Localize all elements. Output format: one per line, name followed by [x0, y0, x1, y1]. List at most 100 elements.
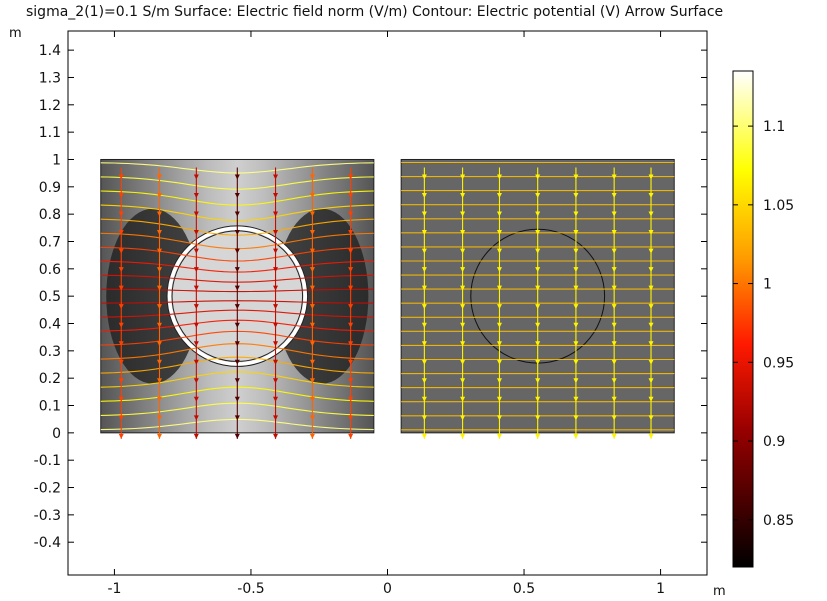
field-arrow-head — [348, 396, 354, 402]
field-arrow-head — [273, 322, 279, 328]
x-tick-label: 0 — [383, 581, 392, 597]
field-arrow-head — [156, 211, 162, 217]
field-arrow-head — [193, 267, 199, 273]
field-arrow-head — [156, 341, 162, 347]
field-arrow-head — [348, 359, 354, 365]
field-arrow-head — [234, 433, 240, 439]
field-arrow-head — [611, 433, 617, 439]
field-arrow-head — [535, 341, 541, 347]
field-arrow-head — [611, 304, 617, 310]
field-arrow-head — [460, 193, 466, 199]
field-arrow-head — [348, 304, 354, 310]
field-arrow-head — [234, 322, 240, 328]
y-tick-label: 0.7 — [39, 234, 61, 250]
field-arrow-head — [460, 341, 466, 347]
field-arrow-head — [193, 378, 199, 384]
field-arrow-head — [193, 322, 199, 328]
field-arrow-head — [421, 322, 427, 328]
field-arrow-head — [460, 285, 466, 291]
field-arrow-head — [118, 174, 124, 180]
field-arrow-head — [309, 211, 315, 217]
y-tick-label: 0.4 — [39, 317, 61, 333]
field-arrow-head — [273, 285, 279, 291]
field-arrow-head — [234, 341, 240, 347]
colorbar-tick-label: 1 — [763, 277, 772, 293]
field-arrow-head — [421, 433, 427, 439]
field-arrow-head — [421, 248, 427, 254]
field-arrow-head — [611, 174, 617, 180]
field-arrow-head — [648, 433, 654, 439]
field-arrow-head — [234, 415, 240, 421]
field-arrow-head — [348, 415, 354, 421]
field-arrow-head — [348, 267, 354, 273]
field-arrow-head — [234, 211, 240, 217]
field-arrow-head — [648, 359, 654, 365]
field-arrow-head — [460, 359, 466, 365]
field-arrow-head — [193, 248, 199, 254]
field-arrow-head — [309, 285, 315, 291]
field-arrow-head — [348, 174, 354, 180]
field-arrow-head — [309, 304, 315, 310]
field-arrow-head — [496, 211, 502, 217]
field-arrow-head — [309, 341, 315, 347]
field-arrow-head — [535, 433, 541, 439]
field-arrow-head — [648, 285, 654, 291]
field-arrow-head — [648, 415, 654, 421]
y-tick-label: 0 — [52, 426, 61, 442]
field-arrow-head — [573, 230, 579, 236]
field-arrow-head — [118, 378, 124, 384]
x-tick-label: -0.5 — [237, 581, 264, 597]
field-arrow-head — [309, 415, 315, 421]
field-arrow-head — [496, 267, 502, 273]
field-arrow-head — [193, 396, 199, 402]
field-arrow-head — [421, 359, 427, 365]
field-arrow-head — [421, 211, 427, 217]
field-arrow-head — [573, 193, 579, 199]
y-tick-label: -0.4 — [34, 535, 61, 551]
y-tick-label: 0.9 — [39, 180, 61, 196]
field-arrow-head — [535, 415, 541, 421]
field-arrow-head — [309, 322, 315, 328]
field-arrow-head — [309, 359, 315, 365]
x-tick-label: -1 — [107, 581, 121, 597]
field-arrow-head — [573, 415, 579, 421]
y-tick-label: 0.5 — [39, 289, 61, 305]
plot-title: sigma_2(1)=0.1 S/m Surface: Electric fie… — [26, 4, 724, 20]
field-arrow-head — [573, 174, 579, 180]
field-arrow-head — [611, 230, 617, 236]
field-arrow-head — [234, 267, 240, 273]
field-arrow-head — [234, 193, 240, 199]
field-arrow-head — [496, 248, 502, 254]
field-arrow-head — [611, 378, 617, 384]
field-arrow-head — [648, 193, 654, 199]
field-arrow-head — [535, 174, 541, 180]
field-arrow-head — [156, 433, 162, 439]
field-arrow-head — [611, 359, 617, 365]
field-arrow-head — [118, 415, 124, 421]
field-arrow-head — [611, 211, 617, 217]
field-arrow-head — [156, 359, 162, 365]
field-arrow-head — [234, 230, 240, 236]
field-arrow-head — [573, 248, 579, 254]
field-arrow-head — [193, 211, 199, 217]
field-arrow-head — [460, 211, 466, 217]
field-arrow-head — [421, 341, 427, 347]
field-arrow-head — [348, 433, 354, 439]
field-arrow-head — [234, 359, 240, 365]
field-arrow-head — [193, 359, 199, 365]
field-arrow-head — [421, 285, 427, 291]
field-arrow-head — [611, 341, 617, 347]
field-arrow-head — [193, 304, 199, 310]
field-arrow-head — [309, 230, 315, 236]
field-arrow-head — [535, 211, 541, 217]
field-arrow-head — [309, 174, 315, 180]
field-arrow-head — [611, 193, 617, 199]
field-arrow-head — [309, 433, 315, 439]
y-tick-label: 1 — [52, 152, 61, 168]
field-arrow-head — [421, 174, 427, 180]
field-arrow-head — [460, 230, 466, 236]
field-arrow-head — [648, 230, 654, 236]
field-arrow-head — [648, 378, 654, 384]
field-arrow-head — [118, 304, 124, 310]
